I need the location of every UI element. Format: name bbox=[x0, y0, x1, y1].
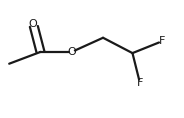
Text: O: O bbox=[67, 47, 76, 57]
Text: F: F bbox=[159, 36, 165, 46]
Text: O: O bbox=[29, 19, 38, 29]
Text: F: F bbox=[137, 78, 143, 88]
